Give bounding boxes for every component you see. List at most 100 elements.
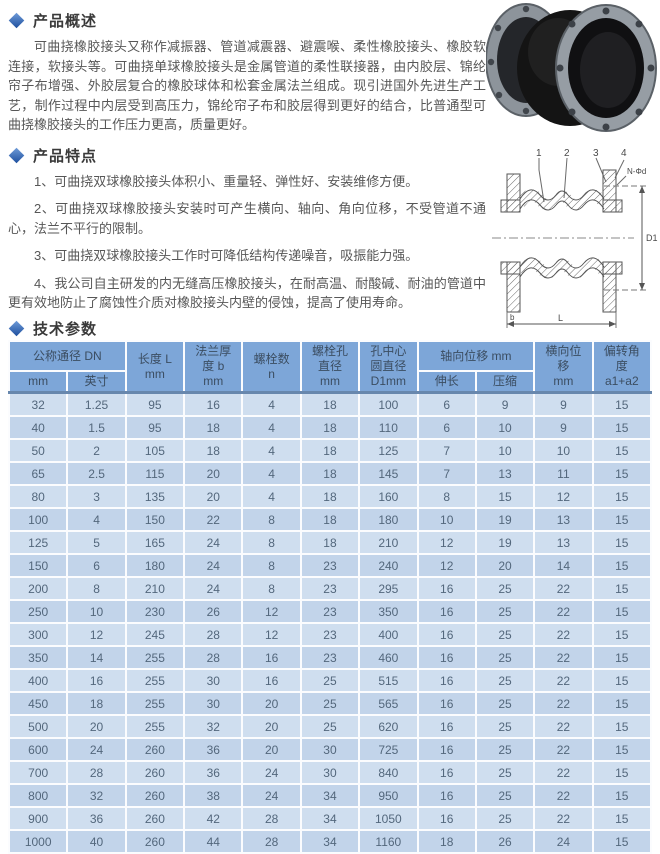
table-cell: 16 xyxy=(416,576,477,601)
table-cell: 3 xyxy=(66,484,127,509)
table-cell: 6 xyxy=(66,553,127,578)
table-cell: 22 xyxy=(533,714,594,739)
table-cell: 255 xyxy=(124,714,186,739)
table-cell: 65 xyxy=(7,461,69,486)
table-cell: 400 xyxy=(7,668,69,693)
col-header-length: 长度 L mm xyxy=(124,340,186,394)
table-cell: 15 xyxy=(591,829,653,854)
table-cell: 16 xyxy=(416,645,477,670)
table-cell: 20 xyxy=(183,461,244,486)
table-cell: 4 xyxy=(241,415,302,440)
table-cell: 255 xyxy=(124,691,186,716)
table-cell: 24 xyxy=(241,760,302,785)
table-cell: 15 xyxy=(591,415,653,440)
table-cell: 125 xyxy=(7,530,69,555)
table-cell: 12 xyxy=(66,622,127,647)
table-cell: 18 xyxy=(299,415,361,440)
feature-item: 3、可曲挠双球橡胶接头工作时可降低结构传递噪音，吸振能力强。 xyxy=(34,248,419,263)
table-cell: 12 xyxy=(416,553,477,578)
table-cell: 230 xyxy=(124,599,186,624)
table-cell: 22 xyxy=(533,622,594,647)
table-cell: 25 xyxy=(474,668,536,693)
table-row: 80 3 135 20 4 18 160 8 15 12 15 xyxy=(7,484,653,509)
table-cell: 295 xyxy=(358,576,419,601)
table-cell: 1.25 xyxy=(66,391,127,417)
part-label-2: 2 xyxy=(564,148,570,159)
table-cell: 1.5 xyxy=(66,415,127,440)
table-cell: 18 xyxy=(299,507,361,532)
table-cell: 15 xyxy=(591,599,653,624)
table-cell: 25 xyxy=(299,668,361,693)
table-cell: 20 xyxy=(183,484,244,509)
diamond-bullet-icon xyxy=(8,320,25,337)
table-cell: 180 xyxy=(124,553,186,578)
table-cell: 8 xyxy=(416,484,477,509)
col-header-flange-thickness: 法兰厚 度 b mm xyxy=(183,340,244,394)
table-cell: 34 xyxy=(299,806,361,831)
table-cell: 22 xyxy=(183,507,244,532)
spec-table-header: 公称通径 DN 长度 L mm 法兰厚 度 b mm 螺栓数 n 螺栓孔 直径 … xyxy=(7,340,653,394)
table-row: 700 28 260 36 24 30 840 16 25 22 15 xyxy=(7,760,653,785)
table-cell: 22 xyxy=(533,576,594,601)
table-cell: 23 xyxy=(299,645,361,670)
table-cell: 18 xyxy=(299,530,361,555)
table-cell: 25 xyxy=(474,599,536,624)
table-row: 65 2.5 115 20 4 18 145 7 13 11 15 xyxy=(7,461,653,486)
table-cell: 16 xyxy=(416,691,477,716)
col-header-lateral-displacement: 横向位 移 mm xyxy=(533,340,594,394)
table-row: 200 8 210 24 8 23 295 16 25 22 15 xyxy=(7,576,653,601)
table-cell: 25 xyxy=(474,783,536,808)
table-cell: 7 xyxy=(416,438,477,463)
table-cell: 16 xyxy=(66,668,127,693)
table-cell: 110 xyxy=(358,415,419,440)
table-cell: 38 xyxy=(183,783,244,808)
table-cell: 25 xyxy=(474,622,536,647)
table-cell: 25 xyxy=(474,691,536,716)
table-cell: 25 xyxy=(299,714,361,739)
features-heading: 产品特点 xyxy=(8,145,486,166)
table-cell: 22 xyxy=(533,760,594,785)
table-cell: 28 xyxy=(183,645,244,670)
table-cell: 210 xyxy=(124,576,186,601)
table-cell: 180 xyxy=(358,507,419,532)
table-cell: 725 xyxy=(358,737,419,762)
table-cell: 620 xyxy=(358,714,419,739)
table-cell: 13 xyxy=(474,461,536,486)
spec-table: 公称通径 DN 长度 L mm 法兰厚 度 b mm 螺栓数 n 螺栓孔 直径 … xyxy=(7,340,653,854)
col-header-deflection-angle: 偏转角 度 a1+a2 xyxy=(591,340,653,394)
table-row: 400 16 255 30 16 25 515 16 25 22 15 xyxy=(7,668,653,693)
table-cell: 6 xyxy=(416,391,477,417)
table-cell: 18 xyxy=(416,829,477,854)
table-cell: 20 xyxy=(474,553,536,578)
table-cell: 15 xyxy=(591,668,653,693)
table-cell: 240 xyxy=(358,553,419,578)
table-cell: 15 xyxy=(591,691,653,716)
table-cell: 450 xyxy=(7,691,69,716)
overview-heading: 产品概述 xyxy=(8,10,486,31)
table-cell: 16 xyxy=(183,391,244,417)
table-cell: 30 xyxy=(183,668,244,693)
table-row: 900 36 260 42 28 34 1050 16 25 22 15 xyxy=(7,806,653,831)
specs-heading: 技术参数 xyxy=(8,318,97,339)
table-cell: 24 xyxy=(183,553,244,578)
table-cell: 700 xyxy=(7,760,69,785)
table-cell: 900 xyxy=(7,806,69,831)
table-cell: 350 xyxy=(7,645,69,670)
table-cell: 8 xyxy=(241,507,302,532)
table-cell: 150 xyxy=(7,553,69,578)
table-cell: 34 xyxy=(299,829,361,854)
table-cell: 15 xyxy=(591,553,653,578)
table-cell: 515 xyxy=(358,668,419,693)
table-cell: 260 xyxy=(124,783,186,808)
table-cell: 12 xyxy=(533,484,594,509)
table-cell: 15 xyxy=(591,783,653,808)
part-label-1: 1 xyxy=(536,148,542,159)
table-cell: 260 xyxy=(124,760,186,785)
table-cell: 15 xyxy=(591,737,653,762)
table-cell: 2.5 xyxy=(66,461,127,486)
table-cell: 15 xyxy=(591,760,653,785)
table-cell: 40 xyxy=(66,829,127,854)
table-cell: 22 xyxy=(533,668,594,693)
table-cell: 28 xyxy=(241,829,302,854)
table-cell: 25 xyxy=(474,760,536,785)
